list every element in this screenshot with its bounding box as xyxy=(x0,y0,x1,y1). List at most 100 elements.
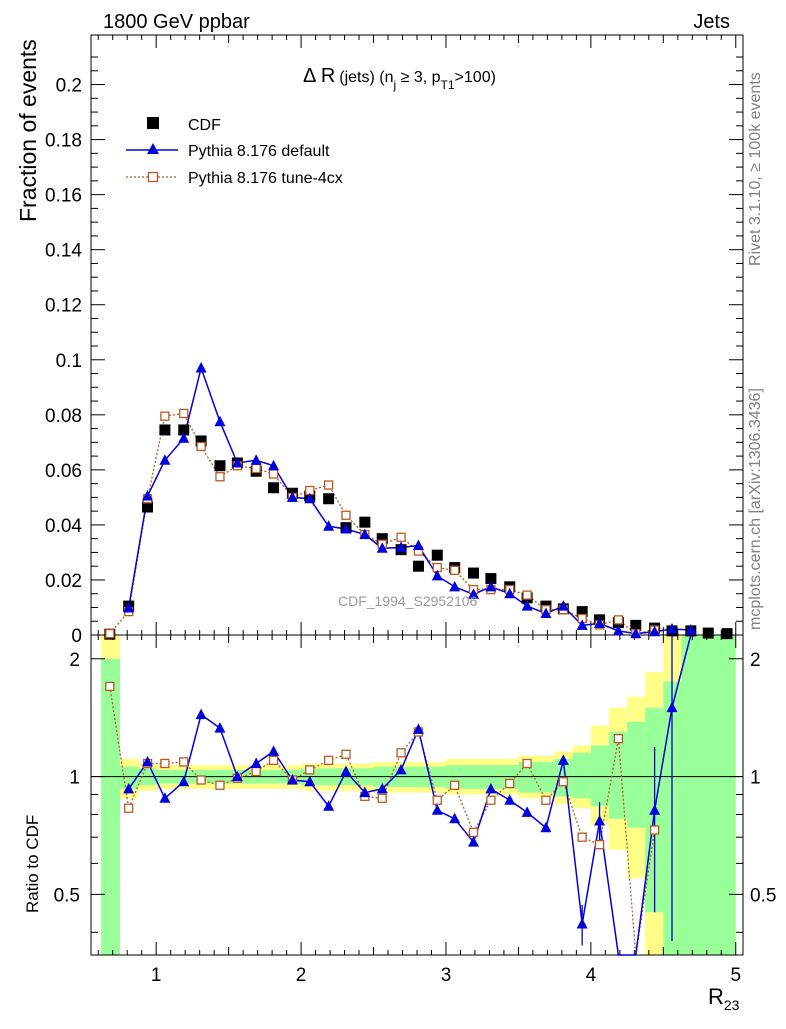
ratio-band-inner-12 xyxy=(608,731,628,819)
main-ytick-label: 0.12 xyxy=(45,296,82,317)
header-right: Jets xyxy=(693,11,730,33)
default-point xyxy=(304,492,316,504)
legend: CDF Pythia 8.176 default Pythia 8.176 tu… xyxy=(126,117,343,187)
ratio-default-point xyxy=(340,765,352,777)
ratio-default-point xyxy=(268,745,280,756)
cdf-point xyxy=(576,606,588,618)
tune4cx-point xyxy=(179,408,189,419)
default-point xyxy=(431,569,443,581)
analysis-watermark: CDF_1994_S2952106 xyxy=(338,593,478,609)
ratio-default-point xyxy=(540,821,552,833)
chart-title-sub1: j xyxy=(393,78,397,92)
ratio-band-inner-0 xyxy=(101,658,120,955)
xtick-label: 3 xyxy=(441,965,452,986)
ratio-ytick-label-left: 0.5 xyxy=(54,885,80,906)
ratio-ytick-label-right: 0.5 xyxy=(750,885,776,906)
ratio-default-point xyxy=(123,782,135,794)
axis-ticks xyxy=(91,35,743,955)
tick-labels: 0 0.02 0.04 0.06 0.08 0.1 0.12 0.14 0.16 0.18 0.2 0… xyxy=(45,76,776,986)
ratio-band-inner-17 xyxy=(699,635,736,955)
ratio-ytick-label-right: 2 xyxy=(750,650,761,671)
main-ytick-label: 0.1 xyxy=(56,351,82,372)
default-point xyxy=(286,491,298,502)
cdf-point xyxy=(485,573,497,585)
tune4cx-point xyxy=(341,510,351,520)
legend-marker-cdf xyxy=(147,117,159,129)
default-point xyxy=(231,456,243,468)
xtick-label: 1 xyxy=(151,965,162,986)
ratio-tune4cx-point xyxy=(505,778,515,789)
side-label-mcplots: mcplots.cern.ch [arXiv:1306.3436] xyxy=(747,388,764,630)
default-point xyxy=(214,415,226,427)
ratio-tune4cx-point xyxy=(105,681,115,692)
default-point xyxy=(340,523,352,534)
ratio-tune4cx-point xyxy=(179,757,189,767)
ratio-band-inner-11 xyxy=(590,745,609,807)
ratio-tune4cx-point xyxy=(613,733,624,744)
side-label-rivet: Rivet 3.1.10, ≥ 100k events xyxy=(747,72,764,266)
ratio-default-point xyxy=(250,757,262,768)
ratio-tune4cx-point xyxy=(396,748,406,758)
tune4cx-point xyxy=(522,590,532,600)
main-ytick-label: 0 xyxy=(71,626,82,647)
ratio-tune4cx-point xyxy=(577,832,587,842)
default-point xyxy=(412,539,424,551)
ratio-tune4cx-point xyxy=(450,780,460,790)
chart-title-part1: (jets) (n xyxy=(339,69,393,86)
ratio-default-point xyxy=(485,782,497,794)
ratio-tune4cx-point xyxy=(558,777,568,787)
tune4cx-point xyxy=(268,469,279,479)
tune4cx-point xyxy=(323,480,334,490)
ratio-default-point xyxy=(395,763,407,775)
y-axis-label: Fraction of events xyxy=(15,39,41,222)
default-point xyxy=(576,619,588,630)
default-point xyxy=(123,602,135,613)
legend-label-tune4cx: Pythia 8.176 tune-4cx xyxy=(188,170,343,187)
ratio-band-inner-1 xyxy=(119,766,139,789)
chart-title-part2: ≥ 3, p xyxy=(396,69,440,86)
ratio-tune4cx-point xyxy=(341,749,351,759)
ratio-tune4cx-point xyxy=(486,795,496,805)
legend-entry-cdf: CDF xyxy=(147,117,221,134)
ratio-default-point xyxy=(666,701,678,713)
tune4cx-point xyxy=(215,472,225,482)
ratio-default-line xyxy=(128,634,692,956)
legend-entry-default: Pythia 8.176 default xyxy=(126,143,330,160)
default-point xyxy=(557,600,569,611)
ratio-tune4cx-point xyxy=(522,758,532,769)
ratio-default-point xyxy=(359,786,371,798)
ratio-default-point xyxy=(449,812,461,824)
main-ytick-label: 0.14 xyxy=(45,241,82,262)
cdf-point xyxy=(268,482,280,494)
cdf-point xyxy=(142,501,154,513)
ratio-default-point xyxy=(468,836,480,847)
main-ytick-label: 0.06 xyxy=(45,461,82,482)
legend-label-cdf: CDF xyxy=(188,117,221,134)
default-point xyxy=(649,625,661,637)
default-point xyxy=(540,607,552,619)
tune4cx-point xyxy=(613,615,624,625)
ratio-tune4cx-point xyxy=(377,793,387,803)
cdf-point xyxy=(431,549,443,561)
cdf-point xyxy=(412,560,424,572)
default-point xyxy=(504,587,516,599)
tune4cx-point xyxy=(196,441,206,452)
main-ytick-label: 0.16 xyxy=(45,186,82,207)
ratio-default-point xyxy=(557,754,569,765)
cdf-point xyxy=(468,567,480,579)
ratio-default-point xyxy=(376,782,388,794)
ratio-default-point xyxy=(649,804,661,815)
chart-title: Δ R (jets) (nj ≥ 3, pT1>100) xyxy=(303,65,496,92)
default-point xyxy=(250,454,262,465)
tune4cx-point xyxy=(450,565,460,575)
default-point xyxy=(142,490,154,501)
ratio-default-point xyxy=(412,723,424,734)
default-point xyxy=(666,622,678,634)
ratio-default-point xyxy=(576,918,588,929)
cdf-point xyxy=(376,533,388,545)
ratio-tune4cx-point xyxy=(160,758,170,769)
ratio-tune4cx-point xyxy=(541,795,551,805)
cdf-point xyxy=(702,627,714,639)
